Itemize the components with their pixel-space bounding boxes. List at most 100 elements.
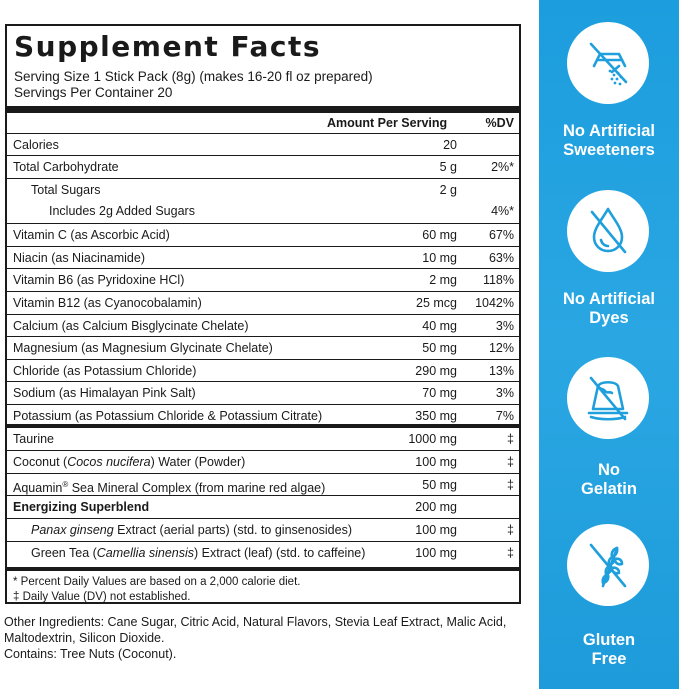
nutrient-amount: 50 mg — [422, 341, 457, 355]
nutrient-amount: 25 mcg — [416, 296, 457, 310]
nutrient-name: Niacin (as Niacinamide) — [13, 251, 145, 265]
nutrient-amount: 2 mg — [429, 273, 457, 287]
badge-label-line: Gluten — [582, 631, 636, 649]
nutrient-name: Vitamin B6 (as Pyridoxine HCl) — [13, 273, 185, 287]
nutrient-row: Includes 2g Added Sugars 4%* — [7, 200, 519, 223]
nutrient-row: Sodium (as Himalayan Pink Salt) 70 mg 3% — [7, 381, 519, 404]
nutrient-name: Vitamin C (as Ascorbic Acid) — [13, 228, 170, 242]
allergen-statement: Contains: Tree Nuts (Coconut). — [4, 647, 177, 661]
ingredient-amount: 200 mg — [415, 500, 457, 514]
nutrient-amount: 2 g — [439, 183, 457, 197]
nutrient-name: Magnesium (as Magnesium Glycinate Chelat… — [13, 341, 273, 355]
ingredient-dv: ‡ — [507, 523, 514, 537]
nutrient-amount: 20 — [443, 138, 457, 152]
nutrient-row: Vitamin C (as Ascorbic Acid) 60 mg 67% — [7, 223, 519, 246]
badge-label: No Artificial Sweeteners — [539, 122, 679, 160]
other-ingredients: Other Ingredients: Cane Sugar, Citric Ac… — [4, 615, 507, 645]
nutrient-row: Potassium (as Potassium Chloride & Potas… — [7, 404, 519, 427]
nutrient-row: Vitamin B12 (as Cyanocobalamin) 25 mcg 1… — [7, 291, 519, 314]
badge-label-line: Free — [591, 650, 627, 668]
nutrient-amount: 70 mg — [422, 386, 457, 400]
servings-per-container: Servings Per Container 20 — [14, 85, 173, 100]
nutrient-name: Includes 2g Added Sugars — [49, 204, 195, 218]
nutrient-name: Calories — [13, 138, 59, 152]
nutrient-amount: 10 mg — [422, 251, 457, 265]
nutrient-name: Total Carbohydrate — [13, 160, 119, 174]
ingredient-row: Taurine 1000 mg ‡ — [7, 428, 519, 451]
badge-label: Gluten Free — [539, 631, 679, 669]
nutrient-dv: 13% — [488, 364, 514, 378]
gluten-free-icon — [567, 524, 649, 606]
ingredient-row: Energizing Superblend 200 mg — [7, 495, 519, 518]
ingredient-amount: 100 mg — [415, 546, 457, 560]
ingredient-row: Coconut (Cocos nucifera) Water (Powder) … — [7, 450, 519, 473]
nutrient-dv: 12% — [488, 341, 514, 355]
badge-label-line: No — [598, 461, 620, 479]
nutrient-name: Total Sugars — [31, 183, 101, 197]
no-gelatin-icon — [567, 357, 649, 439]
nutrient-amount: 40 mg — [422, 319, 457, 333]
ingredient-name: Energizing Superblend — [13, 500, 150, 514]
ingredient-name: Coconut (Cocos nucifera) Water (Powder) — [13, 455, 246, 469]
ingredient-dv: ‡ — [507, 478, 514, 492]
nutrient-row: Niacin (as Niacinamide) 10 mg 63% — [7, 246, 519, 269]
nutrient-dv: 67% — [488, 228, 514, 242]
nutrient-row: Calcium (as Calcium Bisglycinate Chelate… — [7, 314, 519, 337]
nutrient-name: Vitamin B12 (as Cyanocobalamin) — [13, 296, 202, 310]
ingredient-row: Green Tea (Camellia sinensis) Extract (l… — [7, 541, 519, 564]
nutrient-dv: 7% — [495, 409, 514, 423]
nutrient-name: Potassium (as Potassium Chloride & Potas… — [13, 409, 323, 423]
ingredient-name: Taurine — [13, 432, 54, 446]
badge-label: No Gelatin — [539, 461, 679, 499]
nutrient-row: Chloride (as Potassium Chloride) 290 mg … — [7, 359, 519, 382]
thick-divider — [7, 106, 519, 113]
footnote-dv: * Percent Daily Values are based on a 2,… — [13, 576, 301, 588]
ingredient-row: Aquamin® Sea Mineral Complex (from marin… — [7, 473, 519, 496]
ingredient-dv: ‡ — [507, 432, 514, 446]
ingredient-dv: ‡ — [507, 455, 514, 469]
ingredient-amount: 1000 mg — [408, 432, 457, 446]
serving-size: Serving Size 1 Stick Pack (8g) (makes 16… — [14, 69, 373, 84]
ingredient-dv: ‡ — [507, 546, 514, 560]
ingredient-amount: 100 mg — [415, 455, 457, 469]
nutrient-dv: 2%* — [491, 160, 514, 174]
ingredient-amount: 100 mg — [415, 523, 457, 537]
nutrient-row: Magnesium (as Magnesium Glycinate Chelat… — [7, 336, 519, 359]
badge-label-line: Sweeteners — [563, 141, 655, 159]
nutrient-row: Total Carbohydrate 5 g 2%* — [7, 155, 519, 178]
ingredient-row: Panax ginseng Extract (aerial parts) (st… — [7, 518, 519, 541]
supplement-facts-panel: Supplement Facts Serving Size 1 Stick Pa… — [5, 24, 521, 604]
ingredient-name: Panax ginseng Extract (aerial parts) (st… — [31, 523, 352, 537]
nutrient-dv: 118% — [482, 273, 514, 287]
badge-label: No Artificial Dyes — [539, 290, 679, 328]
ingredient-name: Green Tea (Camellia sinensis) Extract (l… — [31, 546, 366, 560]
nutrient-name: Chloride (as Potassium Chloride) — [13, 364, 197, 378]
nutrient-name: Sodium (as Himalayan Pink Salt) — [13, 386, 196, 400]
badge-label-line: Gelatin — [581, 480, 637, 498]
nutrient-amount: 290 mg — [415, 364, 457, 378]
nutrient-dv: 3% — [495, 386, 514, 400]
nutrient-dv: 4%* — [491, 204, 514, 218]
nutrient-dv: 1042% — [475, 296, 514, 310]
column-header-amount: Amount Per Serving — [327, 116, 448, 130]
nutrient-dv: 3% — [495, 319, 514, 333]
nutrient-amount: 350 mg — [415, 409, 457, 423]
thick-divider — [7, 424, 519, 428]
nutrient-dv: 63% — [488, 251, 514, 265]
thick-divider — [7, 567, 519, 571]
badge-label-line: No Artificial — [563, 290, 655, 308]
nutrient-amount: 5 g — [439, 160, 457, 174]
nutrient-row: Vitamin B6 (as Pyridoxine HCl) 2 mg 118% — [7, 268, 519, 291]
claims-sidebar: No Artificial Sweeteners No Artificial D… — [539, 0, 679, 689]
nutrient-name: Calcium (as Calcium Bisglycinate Chelate… — [13, 319, 249, 333]
nutrient-amount: 60 mg — [422, 228, 457, 242]
footnote-not-established: ‡ Daily Value (DV) not established. — [13, 591, 191, 603]
ingredient-name: Aquamin® Sea Mineral Complex (from marin… — [13, 480, 326, 496]
column-header-dv: %DV — [485, 116, 514, 130]
nutrient-row: Calories 20 — [7, 133, 519, 156]
ingredient-amount: 50 mg — [422, 478, 457, 492]
nutrient-row: Total Sugars 2 g — [7, 178, 519, 201]
no-sweetener-icon — [567, 22, 649, 104]
badge-label-line: No Artificial — [563, 122, 655, 140]
no-dye-icon — [567, 190, 649, 272]
